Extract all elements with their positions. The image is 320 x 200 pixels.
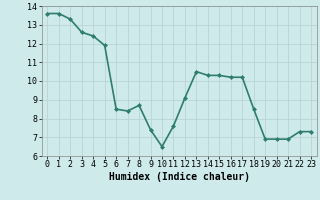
X-axis label: Humidex (Indice chaleur): Humidex (Indice chaleur) (109, 172, 250, 182)
